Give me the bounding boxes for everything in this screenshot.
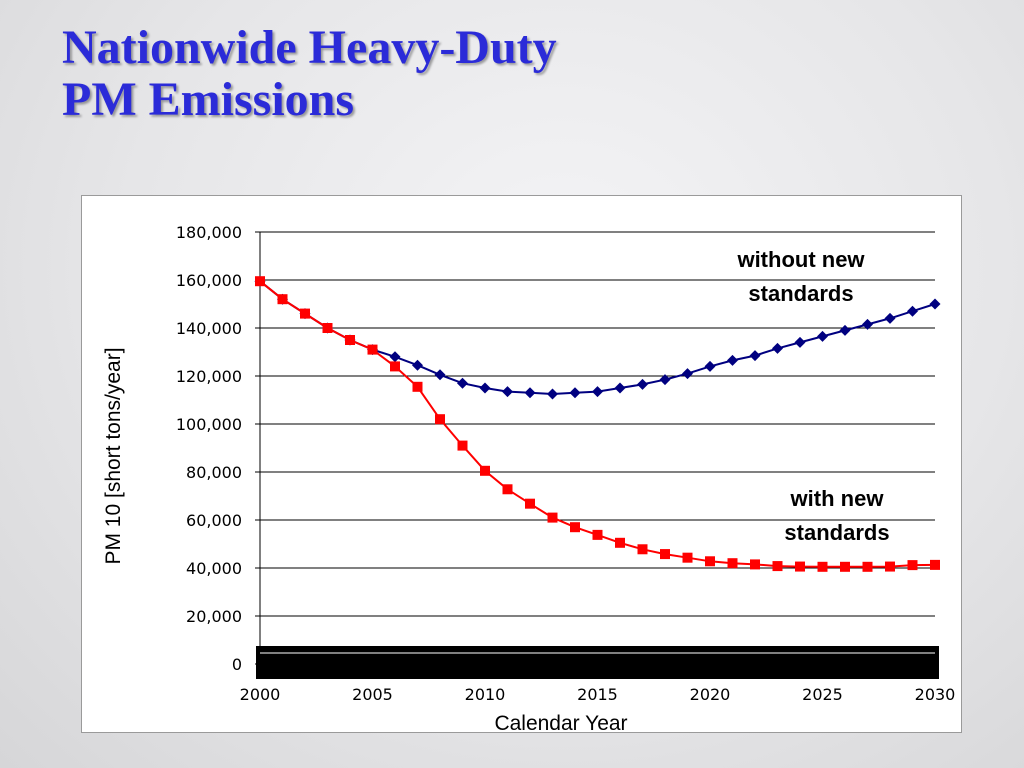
data-point [637, 544, 648, 555]
data-point [930, 559, 940, 570]
data-point [390, 361, 400, 372]
data-point [727, 354, 738, 366]
x-tick-labels: 2000 2005 2010 2015 2020 2025 2030 [240, 685, 956, 704]
series-layer [254, 275, 941, 572]
data-point [907, 305, 918, 317]
y-tick-label: 20,000 [186, 607, 242, 626]
data-point [412, 359, 423, 371]
x-tick-label: 2020 [690, 685, 731, 704]
data-point [300, 308, 310, 319]
data-point [322, 323, 333, 333]
data-point [817, 330, 828, 342]
data-point [277, 294, 288, 305]
annotation-with-line1: with new [790, 486, 885, 511]
annotation-with-line2: standards [784, 520, 889, 545]
x-tick-label: 2005 [352, 685, 393, 704]
x-tick-label: 2015 [577, 685, 618, 704]
data-point [547, 512, 558, 523]
data-point [817, 561, 828, 572]
data-point [615, 537, 625, 548]
annotation-without-line1: without new [736, 247, 865, 272]
data-point [569, 387, 581, 399]
x-tick-label: 2030 [915, 685, 956, 704]
data-point [840, 561, 850, 572]
series-with-new-standards [255, 276, 940, 572]
x-tick-label: 2010 [465, 685, 506, 704]
chart-frame [81, 195, 962, 733]
y-tick-label: 100,000 [176, 415, 242, 434]
data-point [480, 465, 490, 476]
data-point [794, 336, 806, 348]
data-point [884, 312, 896, 324]
annotation-without-line2: standards [748, 281, 853, 306]
y-tick-label: 0 [232, 655, 242, 674]
data-point [592, 386, 603, 398]
data-point [524, 387, 536, 399]
data-point [525, 498, 535, 509]
slide-title-line1: Nationwide Heavy-Duty [62, 21, 557, 74]
y-tick-label: 120,000 [176, 367, 242, 386]
slide-title-line2: PM Emissions [62, 73, 355, 126]
data-point [705, 556, 715, 567]
data-point [435, 414, 445, 425]
slide-title: Nationwide Heavy-Duty PM Emissions [62, 22, 557, 126]
data-point [345, 335, 355, 345]
data-point [412, 381, 423, 392]
y-tick-label: 60,000 [186, 511, 242, 530]
data-point [704, 360, 716, 372]
data-point [659, 374, 671, 386]
x-tick-label: 2000 [240, 685, 281, 704]
y-axis-title: PM 10 [short tons/year] [102, 347, 125, 564]
data-point [750, 559, 760, 570]
data-point [547, 388, 558, 400]
y-tick-label: 80,000 [186, 463, 242, 482]
data-point [885, 561, 895, 572]
data-point [727, 558, 738, 569]
data-point [682, 552, 693, 563]
data-point [929, 298, 941, 310]
grid-lines [255, 231, 935, 665]
data-point [367, 344, 378, 355]
data-point [502, 484, 513, 495]
data-point [772, 342, 783, 354]
data-point [862, 318, 873, 330]
data-point [570, 522, 580, 533]
y-tick-label: 140,000 [176, 319, 242, 338]
data-point [660, 549, 670, 560]
data-point [389, 351, 401, 363]
data-point [749, 350, 761, 362]
data-point [795, 561, 805, 572]
data-point [457, 440, 468, 451]
y-tick-label: 180,000 [176, 223, 242, 242]
data-point [682, 368, 693, 380]
data-point [434, 369, 446, 381]
y-tick-labels: 0 20,000 40,000 60,000 80,000 100,000 120,000 1… [176, 223, 242, 674]
data-point [862, 561, 873, 572]
data-point [907, 560, 918, 571]
data-point [479, 382, 491, 394]
x-axis-baseline-band [256, 646, 939, 679]
x-axis-title: Calendar Year [494, 712, 627, 735]
data-point [255, 276, 265, 287]
data-point [457, 377, 468, 389]
y-tick-label: 40,000 [186, 559, 242, 578]
x-tick-label: 2025 [802, 685, 843, 704]
data-point [592, 529, 603, 540]
data-point [839, 324, 851, 336]
data-point [502, 386, 513, 398]
data-point [614, 382, 626, 394]
data-point [772, 561, 783, 572]
y-tick-label: 160,000 [176, 271, 242, 290]
data-point [637, 378, 648, 390]
